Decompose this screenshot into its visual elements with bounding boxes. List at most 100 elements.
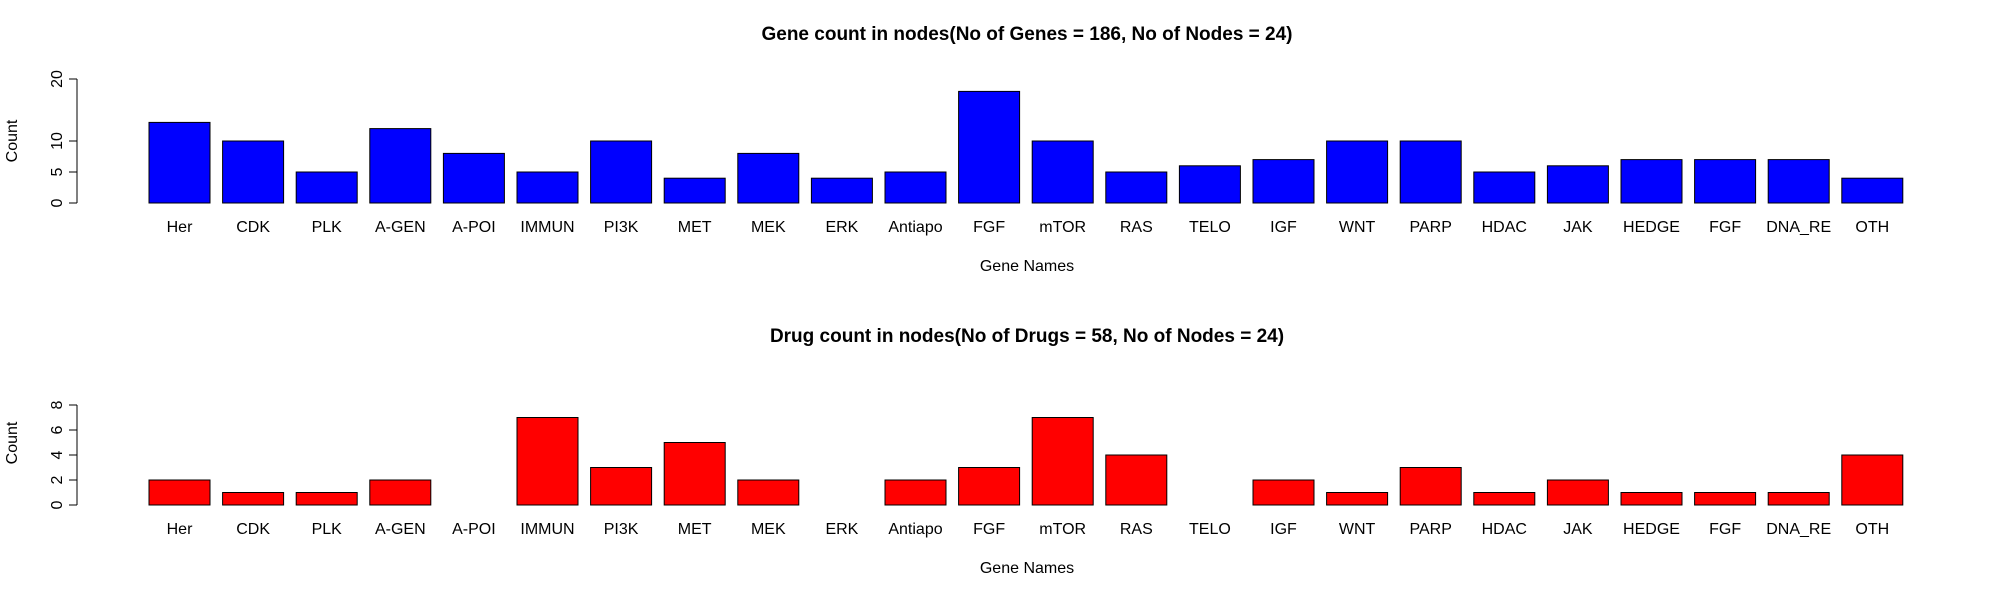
bar-a-poi [442,152,505,204]
x-tick-label: IMMUN [520,521,574,538]
bar-mek [737,479,800,506]
x-tick-label: mTOR [1039,219,1086,236]
x-tick-label: RAS [1120,521,1153,538]
x-tick-label: HDAC [1482,219,1527,236]
bar-ras [1105,171,1168,204]
gene-count-chart: Gene count in nodes(No of Genes = 186, N… [4,24,1904,275]
bar-wnt [1326,140,1389,204]
bar-hdac [1473,492,1536,506]
bar-telo [1178,165,1241,204]
x-tick-label: FGF [973,521,1005,538]
x-tick-label: IGF [1270,521,1297,538]
x-tick-label: OTH [1855,219,1889,236]
bar-hdac [1473,171,1536,204]
x-tick-label: HDAC [1482,521,1527,538]
bar-fgf [958,467,1021,506]
bar-igf [1252,159,1315,204]
bar-oth [1841,177,1904,204]
x-tick-label: Her [167,219,193,236]
bar-dna-re [1767,492,1830,506]
y-tick-label: 0 [49,500,66,509]
bar-antiapo [884,479,947,506]
bar-pi3k [590,467,653,506]
bar-jak [1546,165,1609,204]
bar-met [663,442,726,506]
x-axis-label: Gene Names [980,560,1074,577]
bar-pi3k [590,140,653,204]
x-tick-label: PARP [1410,521,1452,538]
x-tick-label: WNT [1339,521,1376,538]
x-tick-label: JAK [1563,521,1593,538]
bar-wnt [1326,492,1389,506]
y-tick-label: 8 [49,400,66,409]
bar-parp [1399,467,1462,506]
x-tick-label: CDK [236,219,270,236]
bar-a-gen [369,479,432,506]
x-tick-label: MEK [751,219,786,236]
chart-title: Drug count in nodes(No of Drugs = 58, No… [770,326,1284,347]
x-tick-label: A-GEN [375,521,426,538]
drug-count-chart: Drug count in nodes(No of Drugs = 58, No… [4,326,1904,577]
bar-mtor [1031,417,1094,506]
x-tick-label: PLK [312,521,343,538]
x-tick-label: OTH [1855,521,1889,538]
x-tick-label: Antiapo [888,219,942,236]
bar-met [663,177,726,204]
x-tick-label: PI3K [604,521,639,538]
x-tick-label: JAK [1563,219,1593,236]
x-tick-label: MET [678,219,712,236]
y-tick-label: 6 [49,425,66,434]
x-tick-label: RAS [1120,219,1153,236]
y-tick-label: 4 [49,450,66,459]
bar-dna-re [1767,159,1830,204]
bar-fgf [1694,492,1757,506]
x-axis-label: Gene Names [980,258,1074,275]
bar-immun [516,171,579,204]
bar-plk [295,492,358,506]
bar-oth [1841,454,1904,506]
bar-jak [1546,479,1609,506]
y-tick-label: 10 [49,132,66,150]
x-tick-label: PI3K [604,219,639,236]
x-tick-label: CDK [236,521,270,538]
bar-cdk [222,492,285,506]
y-axis-label: Count [4,119,21,162]
x-tick-label: PARP [1410,219,1452,236]
x-tick-label: HEDGE [1623,521,1680,538]
bar-her [148,479,211,506]
y-axis-label: Count [4,421,21,464]
x-tick-label: IGF [1270,219,1297,236]
bar-ras [1105,454,1168,506]
bar-fgf [958,90,1021,204]
x-tick-label: A-POI [452,521,496,538]
x-tick-label: MET [678,521,712,538]
x-tick-label: A-POI [452,219,496,236]
y-tick-label: 20 [49,70,66,88]
x-tick-label: MEK [751,521,786,538]
bar-plk [295,171,358,204]
x-tick-label: FGF [973,219,1005,236]
bar-erk [810,177,873,204]
bar-a-gen [369,128,432,204]
bar-hedge [1620,159,1683,204]
x-tick-label: ERK [825,219,858,236]
x-tick-label: HEDGE [1623,219,1680,236]
bar-mtor [1031,140,1094,204]
x-tick-label: PLK [312,219,343,236]
bar-parp [1399,140,1462,204]
x-tick-label: Antiapo [888,521,942,538]
x-tick-label: IMMUN [520,219,574,236]
x-tick-label: TELO [1189,219,1231,236]
y-tick-label: 0 [49,198,66,207]
bar-hedge [1620,492,1683,506]
x-tick-label: Her [167,521,193,538]
x-tick-label: A-GEN [375,219,426,236]
bar-fgf [1694,159,1757,204]
bar-immun [516,417,579,506]
x-tick-label: mTOR [1039,521,1086,538]
chart-title: Gene count in nodes(No of Genes = 186, N… [761,24,1292,45]
bar-igf [1252,479,1315,506]
x-tick-label: FGF [1709,219,1741,236]
x-tick-label: WNT [1339,219,1376,236]
